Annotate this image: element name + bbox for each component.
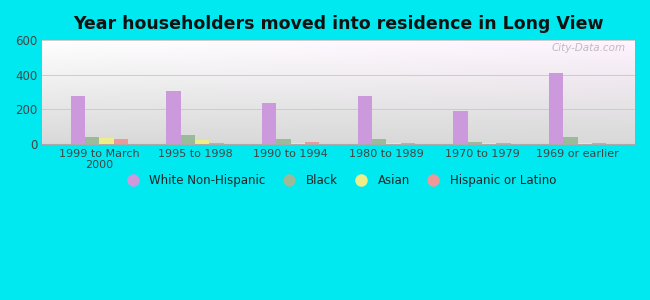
Bar bbox=[181, 135, 195, 144]
Bar bbox=[305, 142, 319, 144]
Bar bbox=[564, 136, 578, 144]
Bar bbox=[372, 139, 386, 144]
Bar bbox=[291, 143, 305, 144]
Bar bbox=[276, 139, 291, 144]
Title: Year householders moved into residence in Long View: Year householders moved into residence i… bbox=[73, 15, 604, 33]
Bar bbox=[85, 136, 99, 144]
Bar bbox=[497, 143, 511, 144]
Legend: White Non-Hispanic, Black, Asian, Hispanic or Latino: White Non-Hispanic, Black, Asian, Hispan… bbox=[116, 169, 561, 192]
Bar bbox=[209, 143, 224, 144]
Bar bbox=[358, 96, 372, 144]
Bar bbox=[195, 140, 209, 144]
Bar bbox=[386, 143, 400, 144]
Bar bbox=[400, 143, 415, 144]
Bar bbox=[578, 143, 592, 144]
Bar bbox=[482, 143, 497, 144]
Bar bbox=[549, 73, 564, 144]
Text: City-Data.com: City-Data.com bbox=[552, 43, 626, 53]
Bar bbox=[262, 103, 276, 144]
Bar bbox=[99, 138, 114, 144]
Bar bbox=[114, 139, 128, 144]
Bar bbox=[592, 143, 606, 144]
Bar bbox=[71, 96, 85, 144]
Bar bbox=[467, 142, 482, 144]
Bar bbox=[166, 91, 181, 144]
Bar bbox=[453, 111, 467, 144]
